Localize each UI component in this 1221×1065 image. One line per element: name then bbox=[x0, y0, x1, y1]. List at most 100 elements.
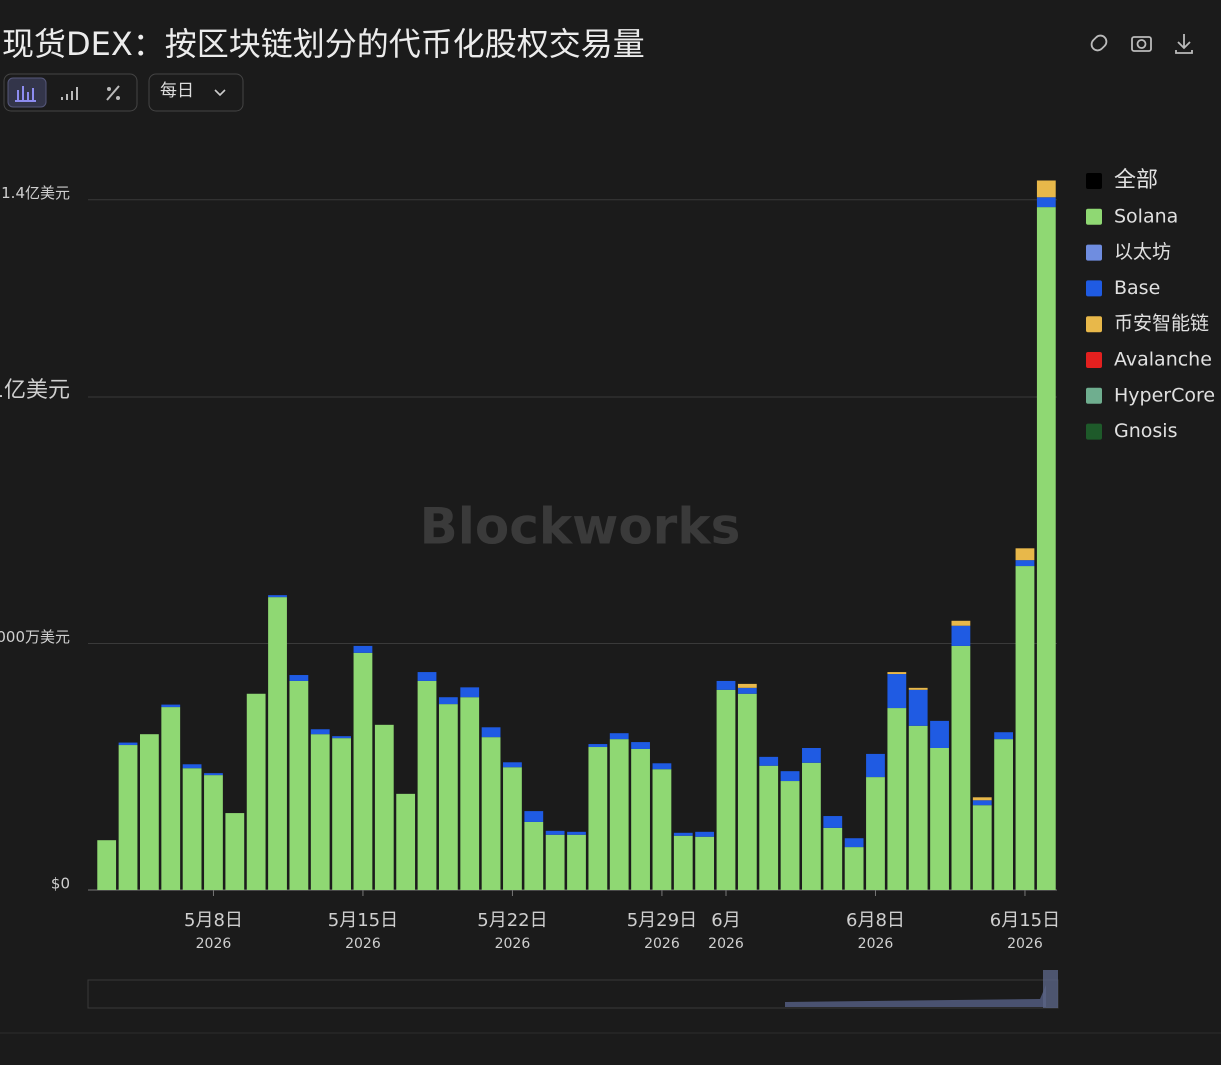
bar-segment bbox=[994, 732, 1014, 740]
bar-segment bbox=[460, 697, 480, 890]
watermark: Blockworks bbox=[420, 498, 741, 556]
legend-swatch bbox=[1086, 316, 1102, 333]
bar-segment bbox=[759, 765, 779, 890]
bar-segment bbox=[417, 680, 437, 890]
camera-lens bbox=[1136, 39, 1147, 49]
bar-segment bbox=[503, 767, 522, 890]
bar-segment bbox=[353, 652, 373, 890]
bar-segment bbox=[460, 687, 480, 698]
bar-segment bbox=[609, 739, 629, 890]
bar-segment bbox=[396, 793, 416, 890]
dropdown-arrow bbox=[214, 89, 226, 97]
x-tick-label: 6月8日 bbox=[846, 910, 905, 931]
x-tick-label: 6月 bbox=[711, 910, 740, 931]
bar-segment bbox=[417, 672, 437, 681]
x-tick-label: 5月8日 bbox=[184, 910, 243, 931]
x-tick-sublabel: 2026 bbox=[708, 936, 744, 952]
bar-segment bbox=[161, 707, 181, 890]
bar-segment bbox=[438, 704, 458, 890]
header-icons bbox=[1089, 33, 1193, 54]
bar-segment bbox=[438, 697, 458, 705]
bar-icon[interactable] bbox=[61, 87, 78, 100]
bar-segment bbox=[823, 816, 843, 828]
x-tick-sublabel: 2026 bbox=[644, 936, 680, 952]
period-label: 每日 bbox=[160, 81, 194, 101]
percent-dot bbox=[116, 96, 120, 100]
x-tick-label: 5月15日 bbox=[328, 910, 398, 931]
navigator-handle[interactable] bbox=[1043, 970, 1058, 1008]
bar-segment bbox=[695, 836, 715, 890]
bar-segment bbox=[609, 733, 629, 740]
bar-segment bbox=[908, 687, 928, 690]
bar-segment bbox=[716, 689, 736, 890]
bar-segment bbox=[567, 831, 586, 835]
bar-segment bbox=[545, 830, 565, 835]
legend-swatch bbox=[1086, 280, 1102, 297]
bar-segment bbox=[503, 762, 522, 768]
legend-label: 全部 bbox=[1114, 168, 1158, 193]
bar-segment bbox=[759, 756, 779, 766]
percent-icon[interactable] bbox=[106, 85, 120, 101]
bar-segment bbox=[908, 725, 928, 890]
legend-swatch bbox=[1086, 352, 1102, 368]
bar-segment bbox=[802, 762, 821, 890]
bar-segment bbox=[1036, 197, 1056, 208]
x-tick-sublabel: 2026 bbox=[196, 936, 232, 952]
bar-segment bbox=[780, 781, 800, 890]
bar-segment bbox=[588, 747, 608, 890]
bar-segment bbox=[268, 597, 287, 890]
bar-segment bbox=[695, 831, 715, 837]
bar-segment bbox=[972, 805, 992, 890]
bar-segment bbox=[887, 672, 907, 675]
bar-segment bbox=[310, 734, 330, 890]
bar-segment bbox=[652, 769, 672, 890]
bar-segment bbox=[353, 645, 373, 653]
bar-segment bbox=[588, 744, 608, 748]
bar-segment bbox=[866, 777, 885, 890]
bar-segment bbox=[994, 739, 1014, 890]
legend-label: 以太坊 bbox=[1114, 241, 1171, 263]
bar-segment bbox=[204, 773, 223, 776]
bar-segment bbox=[289, 675, 309, 681]
bar-segment bbox=[1015, 566, 1035, 890]
bar-segment bbox=[866, 753, 885, 778]
x-tick-sublabel: 2026 bbox=[858, 936, 894, 952]
bar-segment bbox=[182, 764, 202, 769]
camera-icon[interactable] bbox=[1131, 36, 1152, 52]
bar-segment bbox=[567, 834, 586, 890]
bar-segment bbox=[951, 645, 971, 890]
x-tick-sublabel: 2026 bbox=[1007, 936, 1043, 952]
navigator-series bbox=[785, 985, 1046, 1007]
bar-segment bbox=[908, 689, 928, 726]
bar-segment bbox=[673, 832, 693, 836]
bar-segment bbox=[631, 742, 650, 749]
bar-segment bbox=[118, 745, 138, 890]
bar-segment bbox=[332, 736, 351, 739]
bar-segment bbox=[844, 847, 864, 890]
x-tick-label: 6月15日 bbox=[990, 910, 1060, 931]
bar-segment bbox=[887, 708, 907, 890]
bar-segment bbox=[481, 737, 501, 890]
link-icon[interactable] bbox=[1089, 33, 1109, 53]
bar-segment bbox=[289, 680, 309, 890]
legend-label: HyperCore bbox=[1114, 384, 1215, 406]
period-select[interactable] bbox=[148, 73, 244, 112]
bar-segment bbox=[972, 797, 992, 801]
percent-dot bbox=[107, 87, 111, 91]
legend-label: 币安智能链 bbox=[1114, 313, 1209, 335]
legend-swatch bbox=[1086, 244, 1102, 261]
bar-segment bbox=[930, 748, 949, 890]
y-tick-label: 5000万美元 bbox=[0, 628, 70, 646]
bar-segment bbox=[1036, 180, 1056, 198]
download-icon[interactable] bbox=[1175, 34, 1193, 54]
bar-segment bbox=[951, 620, 971, 626]
bar-segment bbox=[118, 742, 138, 746]
bar-segment bbox=[1015, 548, 1035, 561]
bar-segment bbox=[652, 763, 672, 770]
bar-segment bbox=[737, 693, 757, 890]
legend-label: Solana bbox=[1114, 205, 1178, 227]
legend-swatch bbox=[1086, 387, 1102, 404]
bar-segment bbox=[182, 768, 202, 890]
bar-segment bbox=[951, 625, 971, 646]
